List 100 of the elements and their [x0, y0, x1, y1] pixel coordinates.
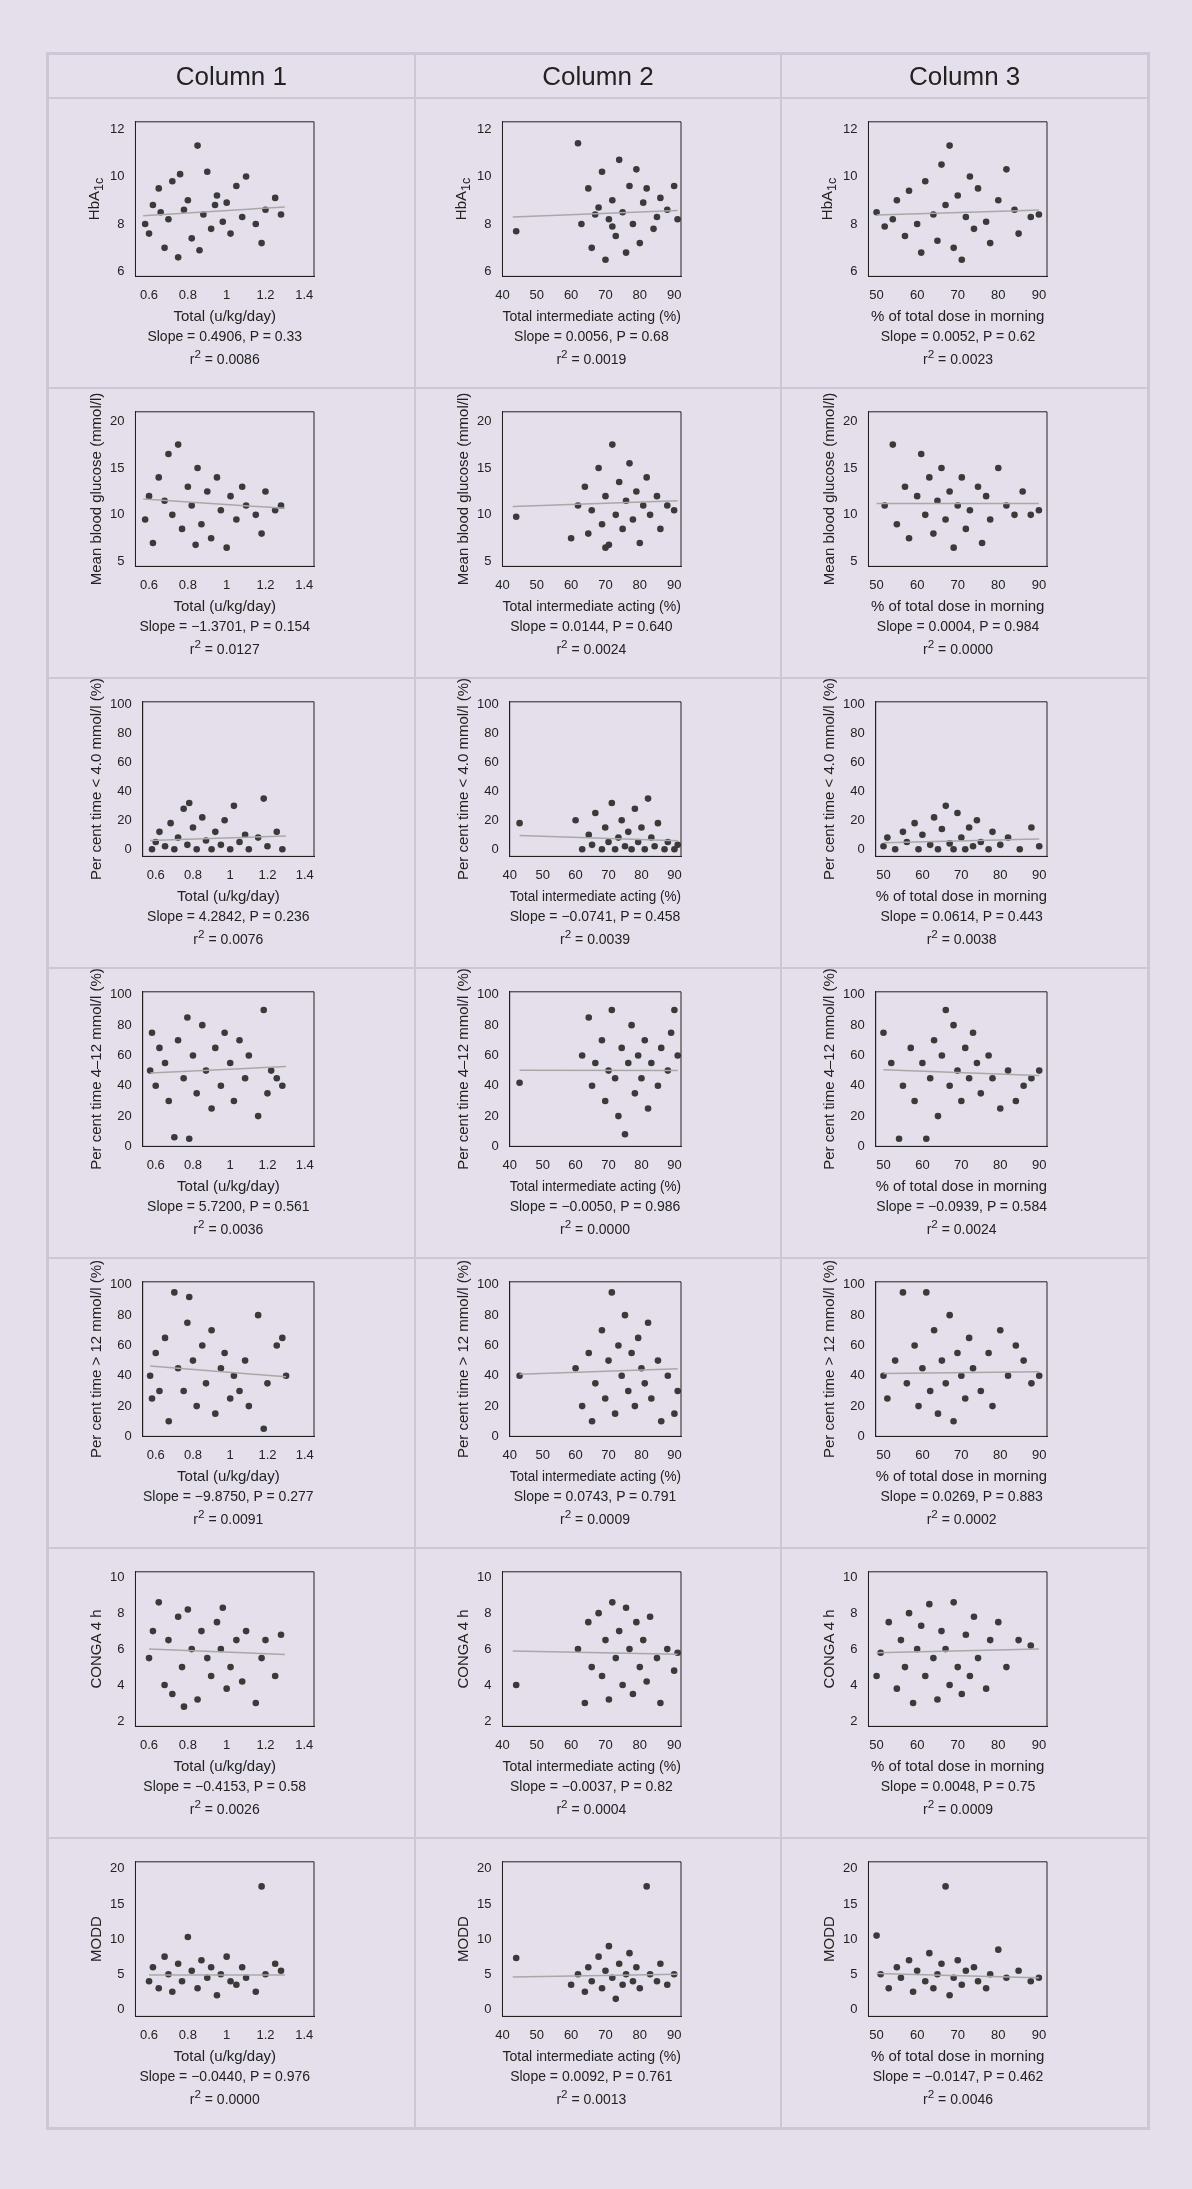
y-tick-label: 12 [109, 120, 125, 136]
y-tick-label: 4 [117, 1676, 125, 1692]
x-tick-label: 90 [666, 2026, 682, 2042]
x-tick-label: 60 [910, 1736, 925, 1752]
x-axis-title: Total (u/kg/day) [177, 1177, 280, 1195]
y-tick-label: 8 [850, 215, 858, 231]
x-tick-label: 70 [597, 2026, 613, 2042]
x-tick-label: 60 [563, 2026, 579, 2042]
text: r$^{2}$ = 0.0091 [193, 1507, 264, 1527]
y-tick-label: 40 [483, 782, 499, 798]
x-tick-label: 0.6 [146, 1156, 165, 1172]
x-tick-label: 0.8 [178, 2026, 197, 2042]
x-tick-label: 80 [632, 1736, 647, 1752]
text: r$^{2}$ = 0.0038 [926, 927, 997, 947]
x-tick-label: 1.2 [256, 286, 275, 302]
y-axis-title: Per cent time 4–12 mmol/l (%) [819, 968, 837, 1170]
y-tick-label: 0 [483, 2000, 492, 2016]
y-tick-label: 80 [117, 725, 132, 741]
x-tick-label: 90 [1031, 576, 1047, 592]
y-tick-label: 100 [843, 986, 866, 1002]
x-tick-label: 50 [529, 286, 544, 302]
x-axis-title: Total (u/kg/day) [173, 1757, 277, 1775]
y-axis-title: Per cent time 4–12 mmol/l (%) [453, 968, 471, 1170]
y-tick-label: 10 [109, 1930, 125, 1946]
x-axis-title: Total intermediate acting (%) [502, 307, 681, 325]
y-tick-label: 100 [843, 1276, 866, 1292]
x-tick-label: 70 [950, 576, 966, 592]
x-axis-title: Total intermediate acting (%) [509, 887, 681, 905]
x-tick-label: 50 [876, 1446, 892, 1462]
text: Slope = 4.2842, P = 0.236 [147, 908, 310, 924]
y-axis-title: CONGA 4 h [819, 1609, 837, 1689]
x-tick-label: 70 [954, 1446, 969, 1462]
y-tick-label: 15 [109, 459, 125, 475]
y-tick-label: 60 [117, 1047, 132, 1063]
y-tick-label: 80 [483, 1306, 499, 1322]
y-tick-label: 10 [843, 506, 858, 522]
y-axis-title: Per cent time > 12 mmol/l (%) [819, 1260, 837, 1459]
text: Slope = −0.0147, P = 0.462 [872, 2068, 1044, 2084]
y-tick-label: 20 [483, 1397, 499, 1413]
y-tick-label: 20 [117, 1397, 132, 1413]
text: Slope = −0.4153, P = 0.58 [143, 1778, 307, 1794]
y-axis-title: Mean blood glucose (mmol/l) [86, 392, 104, 586]
y-tick-label: 60 [117, 1337, 132, 1353]
text: r$^{2}$ = 0.0024 [926, 1217, 997, 1237]
text: Slope = −9.8750, P = 0.277 [143, 1488, 314, 1504]
x-tick-label: 70 [954, 866, 969, 882]
y-tick-label: 80 [117, 1306, 132, 1322]
y-axis-title: Per cent time < 4.0 mmol/l (%) [86, 678, 104, 881]
x-tick-label: 1.4 [295, 1446, 314, 1462]
x-tick-label: 70 [950, 286, 966, 302]
text: r$^{2}$ = 0.0019 [556, 347, 627, 367]
y-tick-label: 100 [109, 986, 132, 1002]
y-tick-label: 4 [483, 1676, 492, 1692]
x-tick-label: 60 [910, 576, 925, 592]
y-tick-label: 15 [843, 1895, 858, 1911]
y-tick-label: 80 [850, 1306, 866, 1322]
x-tick-label: 1.2 [258, 1156, 277, 1172]
x-tick-label: 60 [568, 1446, 583, 1462]
x-tick-label: 60 [915, 866, 930, 882]
x-tick-label: 70 [600, 1446, 616, 1462]
x-axis-title: % of total dose in morning [871, 1757, 1045, 1775]
x-tick-label: 70 [597, 286, 613, 302]
text: Slope = 0.0048, P = 0.75 [880, 1778, 1036, 1794]
y-tick-label: 20 [850, 811, 866, 827]
y-tick-label: 20 [117, 1107, 132, 1123]
x-tick-label: 60 [563, 1736, 579, 1752]
y-tick-label: 0 [857, 1427, 866, 1443]
x-tick-label: 0.6 [146, 1446, 165, 1462]
text: Slope = −0.0440, P = 0.976 [139, 2068, 311, 2084]
x-axis-title: % of total dose in morning [876, 1468, 1048, 1485]
y-axis-title: MODD [819, 1916, 837, 1963]
x-tick-label: 60 [563, 576, 579, 592]
y-tick-label: 15 [109, 1895, 125, 1911]
x-tick-label: 0.6 [140, 1736, 159, 1752]
y-tick-label: 100 [476, 696, 499, 712]
y-tick-label: 5 [850, 1965, 858, 1981]
x-tick-label: 50 [869, 576, 885, 592]
x-tick-label: 0.8 [183, 1156, 202, 1172]
text: Slope = 0.0052, P = 0.62 [880, 328, 1036, 344]
y-tick-label: 100 [109, 696, 132, 712]
x-tick-label: 80 [991, 286, 1006, 302]
x-tick-label: 1 [223, 1736, 231, 1752]
text: r$^{2}$ = 0.0127 [189, 637, 260, 657]
y-tick-label: 0 [124, 1137, 132, 1153]
x-tick-label: 80 [991, 576, 1006, 592]
text: Slope = −0.0050, P = 0.986 [509, 1198, 681, 1214]
x-tick-label: 90 [666, 1446, 682, 1462]
y-tick-label: 0 [124, 840, 132, 856]
y-tick-label: 12 [843, 120, 858, 136]
text: Slope = −0.0939, P = 0.584 [876, 1198, 1047, 1214]
y-tick-label: 20 [843, 1860, 858, 1876]
y-tick-label: 5 [483, 1965, 492, 1981]
x-axis-title: Total intermediate acting (%) [502, 1757, 681, 1775]
y-tick-label: 5 [117, 1965, 125, 1981]
y-tick-label: 20 [483, 811, 499, 827]
x-tick-label: 50 [535, 1156, 550, 1172]
x-tick-label: 50 [535, 1446, 550, 1462]
x-tick-label: 0.8 [178, 286, 197, 302]
y-tick-label: 8 [117, 1604, 125, 1620]
text: Slope = 0.0092, P = 0.761 [510, 2068, 673, 2084]
